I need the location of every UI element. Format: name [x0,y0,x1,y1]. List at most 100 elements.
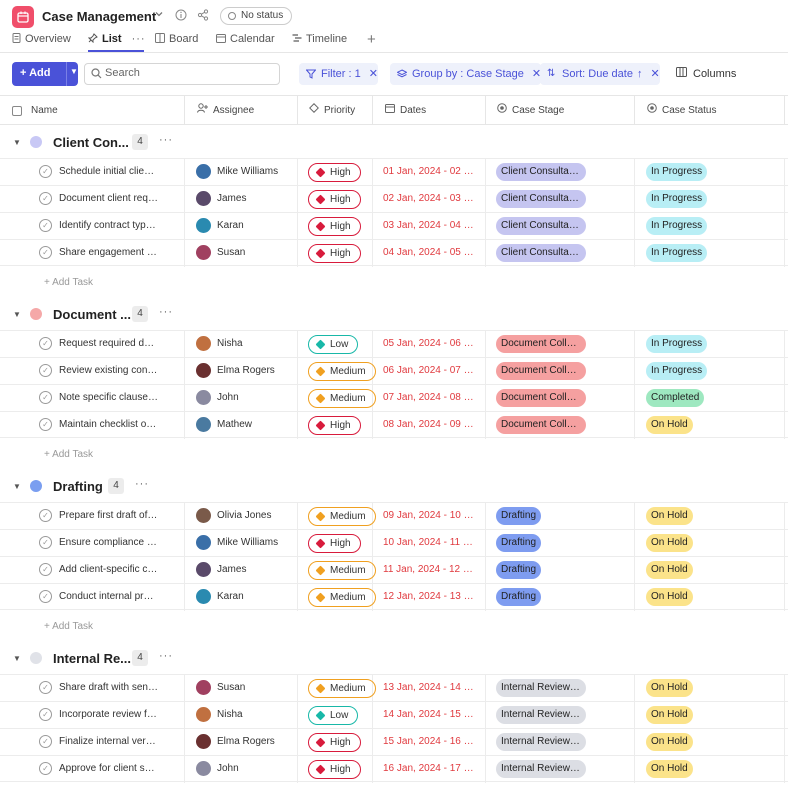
add-task-button[interactable]: + Add Task [44,277,93,288]
case-status-badge[interactable]: On Hold [646,507,693,525]
date-range[interactable]: 04 Jan, 2024 - 05 Jan... [383,247,475,258]
case-stage-badge[interactable]: Client Consultatio... [496,190,586,208]
column-case-stage[interactable]: Case Stage [497,96,564,125]
chevron-down-icon[interactable]: ▼ [70,67,78,76]
priority-badge[interactable]: Medium [308,679,376,698]
chevron-down-icon[interactable]: ▼ [13,310,21,319]
column-assignee[interactable]: Assignee [197,96,254,125]
assignee-name[interactable]: James [217,564,247,575]
complete-check-icon[interactable]: ✓ [39,681,52,694]
date-range[interactable]: 10 Jan, 2024 - 11 Jan... [383,537,475,548]
case-stage-badge[interactable]: Document Collect... [496,416,586,434]
share-icon[interactable] [196,9,210,23]
case-status-badge[interactable]: On Hold [646,679,693,697]
close-icon[interactable]: ✕ [650,68,660,80]
case-stage-badge[interactable]: Client Consultatio... [496,244,586,262]
task-name[interactable]: Document client requir... [59,193,159,204]
complete-check-icon[interactable]: ✓ [39,364,52,377]
task-name[interactable]: Finalize internal version [59,736,159,747]
select-all-checkbox[interactable] [12,105,22,116]
task-name[interactable]: Add client-specific cla... [59,564,159,575]
more-icon[interactable]: ··· [159,650,173,662]
task-name[interactable]: Conduct internal proof... [59,591,159,602]
case-status-badge[interactable]: On Hold [646,760,693,778]
priority-badge[interactable]: Medium [308,561,376,580]
arrow-up-icon[interactable]: ↑ [636,68,643,80]
priority-badge[interactable]: High [308,244,361,263]
complete-check-icon[interactable]: ✓ [39,509,52,522]
add-task-button[interactable]: + Add Task [44,449,93,460]
complete-check-icon[interactable]: ✓ [39,590,52,603]
group-header[interactable]: ▼ Client Con... 4 ··· [0,128,788,156]
chevron-down-icon[interactable] [152,9,166,23]
group-header[interactable]: ▼ Document ... 4 ··· [0,300,788,328]
assignee-name[interactable]: Elma Rogers [217,365,275,376]
case-stage-badge[interactable]: Internal Review & ... [496,733,586,751]
close-icon[interactable]: ✕ [531,68,542,80]
table-row[interactable]: ✓ Review existing contra... Elma Rogers Med… [0,357,788,385]
complete-check-icon[interactable]: ✓ [39,219,52,232]
column-priority[interactable]: Priority [309,96,355,125]
task-name[interactable]: Approve for client shar... [59,763,159,774]
case-stage-badge[interactable]: Internal Review & ... [496,760,586,778]
group-header[interactable]: ▼ Drafting 4 ··· [0,472,788,500]
case-status-badge[interactable]: In Progress [646,362,708,380]
task-name[interactable]: Note specific clauses cl... [59,392,159,403]
group-by-chip[interactable]: Group by : Case Stage ✕ [390,63,542,85]
table-row[interactable]: ✓ Prepare first draft of c... Olivia Jones… [0,502,788,530]
priority-badge[interactable]: High [308,760,361,779]
date-range[interactable]: 13 Jan, 2024 - 14 Jan... [383,682,475,693]
case-status-badge[interactable]: On Hold [646,706,693,724]
filter-chip[interactable]: Filter : 1 ✕ [299,63,378,85]
table-row[interactable]: ✓ Share engagement lett... Susan High 04 Jan… [0,239,788,267]
complete-check-icon[interactable]: ✓ [39,246,52,259]
task-name[interactable]: Incorporate review fee... [59,709,159,720]
case-stage-badge[interactable]: Internal Review & ... [496,706,586,724]
priority-badge[interactable]: Medium [308,362,376,381]
complete-check-icon[interactable]: ✓ [39,735,52,748]
add-task-button[interactable]: + Add Task [44,621,93,632]
date-range[interactable]: 06 Jan, 2024 - 07 Jan... [383,365,475,376]
table-row[interactable]: ✓ Incorporate review fee... Nisha Low 14 Jan… [0,701,788,729]
assignee-name[interactable]: John [217,392,239,403]
more-icon[interactable]: ··· [131,33,146,45]
close-icon[interactable]: ✕ [368,68,378,80]
assignee-name[interactable]: Karan [217,220,244,231]
date-range[interactable]: 12 Jan, 2024 - 13 Jan... [383,591,475,602]
assignee-name[interactable]: Karan [217,591,244,602]
task-name[interactable]: Ensure compliance wit... [59,537,159,548]
column-case-status[interactable]: Case Status [647,96,716,125]
priority-badge[interactable]: High [308,217,361,236]
complete-check-icon[interactable]: ✓ [39,165,52,178]
tab-board[interactable]: Board [155,33,198,45]
table-row[interactable]: ✓ Note specific clauses cl... John Medium 07… [0,384,788,412]
priority-badge[interactable]: Low [308,335,359,354]
task-name[interactable]: Identify contract type ... [59,220,159,231]
table-row[interactable]: ✓ Ensure compliance wit... Mike Williams Hi… [0,529,788,557]
task-name[interactable]: Maintain checklist of r... [59,419,159,430]
assignee-name[interactable]: Susan [217,682,246,693]
date-range[interactable]: 07 Jan, 2024 - 08 Jan... [383,392,475,403]
complete-check-icon[interactable]: ✓ [39,337,52,350]
case-status-badge[interactable]: In Progress [646,244,708,262]
case-stage-badge[interactable]: Document Collect... [496,335,586,353]
date-range[interactable]: 16 Jan, 2024 - 17 Jan... [383,763,475,774]
case-stage-badge[interactable]: Document Collect... [496,389,586,407]
table-row[interactable]: ✓ Maintain checklist of r... Mathew High 08 … [0,411,788,439]
date-range[interactable]: 11 Jan, 2024 - 12 Jan... [383,564,475,575]
add-view-button[interactable]: + [367,31,376,48]
case-stage-badge[interactable]: Drafting [496,507,542,525]
tab-overview[interactable]: Overview [12,33,71,45]
chevron-down-icon[interactable]: ▼ [13,138,21,147]
date-range[interactable]: 05 Jan, 2024 - 06 Jan... [383,338,475,349]
date-range[interactable]: 01 Jan, 2024 - 02 Jan... [383,166,475,177]
assignee-name[interactable]: Susan [217,247,246,258]
assignee-name[interactable]: Mathew [217,419,253,430]
more-icon[interactable]: ··· [135,478,149,490]
case-stage-badge[interactable]: Client Consultatio... [496,217,586,235]
priority-badge[interactable]: Medium [308,507,376,526]
complete-check-icon[interactable]: ✓ [39,391,52,404]
table-row[interactable]: ✓ Document client requir... James High 02 Ja… [0,185,788,213]
task-name[interactable]: Review existing contra... [59,365,159,376]
date-range[interactable]: 09 Jan, 2024 - 10 Jan... [383,510,475,521]
